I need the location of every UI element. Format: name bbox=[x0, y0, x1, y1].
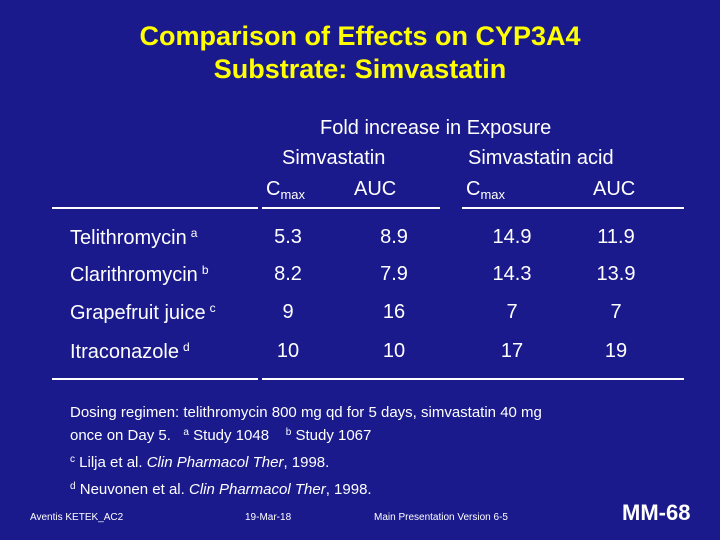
footer-date: 19-Mar-18 bbox=[245, 512, 292, 523]
footer-version: Main Presentation Version 6-5 bbox=[374, 512, 508, 523]
table-cell: 9 bbox=[282, 301, 294, 323]
header-rule-left bbox=[52, 207, 258, 209]
table-cell: 8.9 bbox=[380, 226, 408, 248]
header-rule-simvastatin bbox=[262, 207, 440, 209]
table-cell: 16 bbox=[382, 301, 406, 323]
row-label-grapefruit-juice: Grapefruit juice c bbox=[70, 301, 216, 324]
slide-number: MM-68 bbox=[622, 500, 691, 525]
row-label-clarithromycin: Clarithromycin b bbox=[70, 263, 209, 286]
row-label-telithromycin: Telithromycin a bbox=[70, 226, 198, 249]
subgroup-simvastatin-acid: Simvastatin acid bbox=[468, 147, 614, 169]
subgroup-simvastatin: Simvastatin bbox=[282, 147, 386, 169]
table-bottom-rule-right bbox=[262, 378, 684, 380]
table-cell: 11.9 bbox=[597, 226, 635, 248]
footer-presenter: Aventis KETEK_AC2 bbox=[30, 512, 124, 523]
column-header-cmax-simvastatin-acid: Cmax bbox=[466, 178, 506, 202]
group-header: Fold increase in Exposure bbox=[320, 117, 552, 139]
row-label-itraconazole: Itraconazole d bbox=[70, 340, 190, 363]
table-cell: 14.9 bbox=[492, 226, 532, 248]
table-cell: 10 bbox=[276, 340, 300, 362]
table-cell: 13.9 bbox=[596, 263, 636, 285]
title-line-2: Substrate: Simvastatin bbox=[213, 54, 507, 84]
table-cell: 17 bbox=[500, 340, 524, 362]
dosing-regimen-line-2: once on Day 5. a Study 1048 b Study 1067 bbox=[70, 427, 372, 444]
table-cell: 7 bbox=[506, 301, 518, 323]
footnote-d: d Neuvonen et al. Clin Pharmacol Ther, 1… bbox=[70, 481, 372, 498]
footnote-c: c Lilja et al. Clin Pharmacol Ther, 1998… bbox=[70, 454, 330, 471]
column-header-auc-simvastatin-acid: AUC bbox=[593, 178, 636, 200]
table-cell: 7 bbox=[610, 301, 622, 323]
dosing-regimen-line-1: Dosing regimen: telithromycin 800 mg qd … bbox=[70, 404, 542, 421]
column-header-cmax-simvastatin: Cmax bbox=[266, 178, 306, 202]
footnotes: Dosing regimen: telithromycin 800 mg qd … bbox=[70, 403, 690, 500]
slide-title: Comparison of Effects on CYP3A4 Substrat… bbox=[0, 20, 720, 86]
table-cell: 10 bbox=[382, 340, 406, 362]
column-header-auc-simvastatin: AUC bbox=[354, 178, 397, 200]
table-cell: 14.3 bbox=[492, 263, 532, 285]
table-cell: 5.3 bbox=[274, 226, 302, 248]
table-cell: 8.2 bbox=[274, 263, 302, 285]
table-cell: 7.9 bbox=[380, 263, 408, 285]
header-rule-simvastatin-acid bbox=[462, 207, 684, 209]
table-cell: 19 bbox=[604, 340, 628, 362]
table-bottom-rule-left bbox=[52, 378, 258, 380]
title-line-1: Comparison of Effects on CYP3A4 bbox=[139, 21, 581, 51]
